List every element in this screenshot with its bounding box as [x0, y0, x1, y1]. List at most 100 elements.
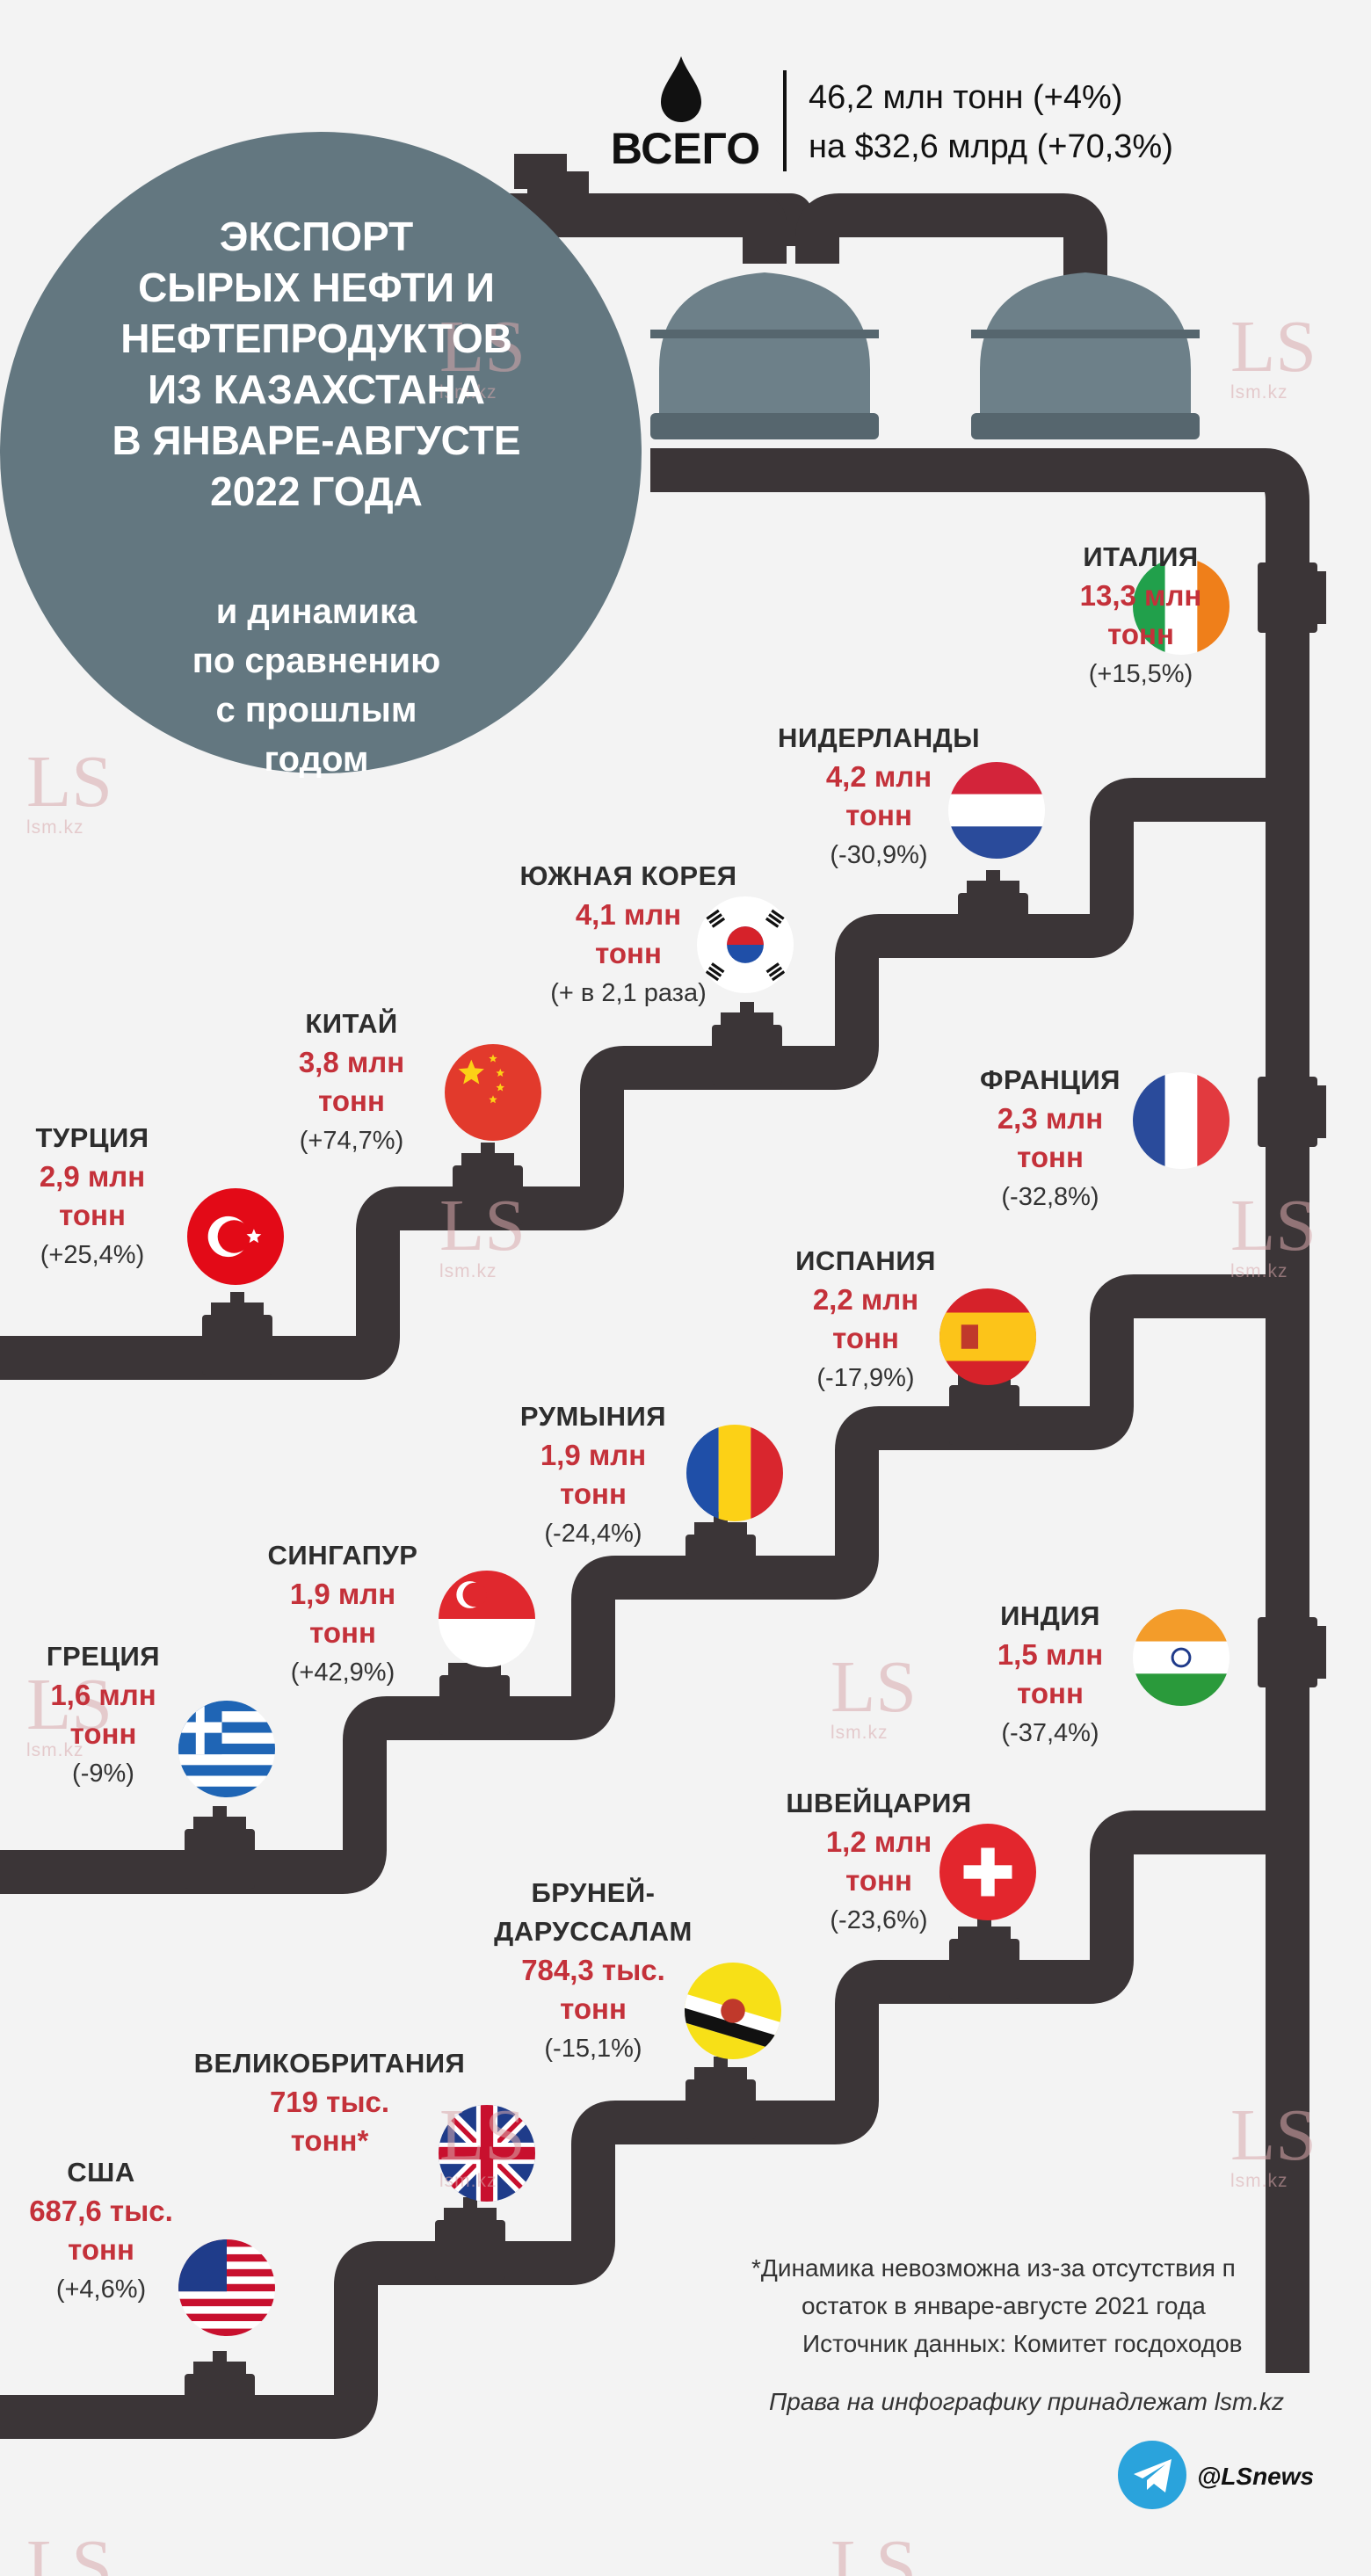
export-amount: 1,9 млн — [540, 1439, 647, 1471]
change-percent: (-23,6%) — [830, 1906, 928, 1934]
country-card-spain: ИСПАНИЯ 2,2 млн тонн (-17,9%) — [756, 1242, 976, 1398]
subtitle-line: по сравнению — [192, 642, 441, 680]
pipe-valve — [1258, 1077, 1326, 1147]
flag-china-icon — [445, 1044, 541, 1141]
pipe-valve — [202, 1292, 272, 1375]
page-subtitle: и динамика по сравнению с прошлым годом — [123, 587, 510, 784]
country-card-brunei: БРУНЕЙ- ДАРУССАЛАМ 784,3 тыс. тонн (-15,1%) — [479, 1874, 707, 2069]
export-amount: 2,3 млн — [997, 1102, 1104, 1135]
oil-tank — [650, 272, 879, 439]
flag-usa-icon — [178, 2239, 275, 2336]
flag-italy-icon — [1133, 558, 1230, 655]
watermark-text: LS — [439, 306, 526, 388]
country-name: ИТАЛИЯ — [1083, 541, 1199, 572]
watermark-text: LS — [1230, 2094, 1317, 2176]
title-circle — [0, 132, 642, 773]
export-amount: 1,9 млн — [289, 1578, 396, 1610]
telegram-icon[interactable] — [1118, 2441, 1186, 2509]
watermark-text: LS — [831, 2525, 918, 2576]
export-amount: тонн — [832, 1322, 899, 1354]
change-percent: (-17,9%) — [816, 1364, 915, 1392]
export-amount: тонн — [595, 937, 662, 969]
export-amount: 4,1 млн — [575, 898, 682, 931]
country-card-usa: США 687,6 тыс. тонн (+4,6%) — [0, 2153, 202, 2310]
flag-united-kingdom-icon — [439, 2105, 535, 2202]
export-amount: 13,3 млн — [1079, 579, 1202, 612]
country-name: ФРАНЦИЯ — [980, 1064, 1121, 1095]
subtitle-line: с прошлым — [215, 691, 417, 729]
country-name: ДАРУССАЛАМ — [494, 1916, 693, 1947]
change-percent: (-37,4%) — [1001, 1719, 1099, 1747]
country-name: РУМЫНИЯ — [519, 1401, 667, 1432]
subtitle-line: и динамика — [215, 592, 417, 631]
country-card-singapore: СИНГАПУР 1,9 млн тонн (+42,9%) — [250, 1536, 435, 1693]
telegram-handle[interactable]: @LSnews — [1197, 2463, 1315, 2490]
watermark-site: lsm.kz — [1230, 1261, 1288, 1281]
country-name: КИТАЙ — [305, 1008, 398, 1039]
pipe-valve — [453, 1143, 523, 1225]
pipe-valve — [1258, 562, 1326, 633]
pipe-valve — [686, 2057, 756, 2139]
total-volume: 46,2 млн тонн (+4%) — [809, 79, 1123, 116]
export-amount: 1,6 млн — [50, 1679, 156, 1711]
pipe-valve — [1258, 1617, 1326, 1687]
country-card-switzerland: ШВЕЙЦАРИЯ 1,2 млн тонн (-23,6%) — [747, 1784, 1011, 1941]
flag-turkey-icon — [187, 1188, 284, 1285]
watermark-site: lsm.kz — [439, 1261, 497, 1281]
oil-tank — [971, 272, 1200, 439]
watermark-text: LS — [439, 2094, 526, 2176]
export-amount: тонн — [68, 2233, 134, 2266]
export-amount: тонн — [318, 1085, 385, 1117]
export-amount: 4,2 млн — [825, 760, 932, 793]
export-amount: тонн* — [290, 2124, 369, 2157]
export-amount: 1,5 млн — [997, 1638, 1104, 1671]
pipe-valve — [435, 2197, 505, 2280]
export-amount: тонн — [1017, 1141, 1084, 1173]
country-name: ИСПАНИЯ — [795, 1245, 936, 1276]
title-line: СЫРЫХ НЕФТИ И — [138, 265, 495, 310]
export-amount: тонн — [560, 1992, 627, 2025]
flag-spain-icon — [939, 1288, 1036, 1385]
pipe-valve — [686, 1512, 756, 1594]
country-name: ТУРЦИЯ — [35, 1122, 149, 1153]
watermark-site: lsm.kz — [1230, 2171, 1288, 2191]
country-card-india: ИНДИЯ 1,5 млн тонн (-37,4%) — [949, 1597, 1151, 1753]
pipe-valve — [958, 870, 1028, 953]
export-amount: 687,6 тыс. — [29, 2195, 173, 2227]
flag-south-korea-icon — [697, 896, 794, 993]
watermark-text: LS — [1230, 306, 1317, 388]
change-percent: (-32,8%) — [1001, 1183, 1099, 1211]
title-line: 2022 ГОДА — [210, 468, 423, 514]
flag-singapore-icon — [439, 1571, 535, 1667]
flag-switzerland-icon — [939, 1824, 1036, 1920]
country-card-greece: ГРЕЦИЯ 1,6 млн тонн (-9%) — [0, 1637, 207, 1794]
country-card-china: КИТАЙ 3,8 млн тонн (+74,7%) — [264, 1005, 439, 1161]
pipe-segment — [334, 193, 814, 246]
change-percent: (+74,7%) — [299, 1127, 404, 1155]
change-percent: (-9%) — [72, 1760, 134, 1788]
export-amount: 3,8 млн — [298, 1046, 405, 1078]
watermark-text: LS — [1230, 1185, 1317, 1266]
export-amount: 1,2 млн — [825, 1825, 932, 1858]
export-amount: 2,2 млн — [812, 1283, 919, 1316]
change-percent: (+42,9%) — [290, 1658, 395, 1687]
pipe-valve — [185, 2351, 255, 2434]
country-card-italy: ИТАЛИЯ 13,3 млн тонн (+15,5%) — [1035, 538, 1246, 694]
flags — [178, 558, 1230, 2336]
country-name: ШВЕЙЦАРИЯ — [786, 1788, 972, 1818]
watermark-text: LS — [831, 1646, 918, 1728]
flag-brunei-icon — [685, 1963, 781, 2059]
pipeline — [0, 154, 1326, 2439]
storage-tanks — [650, 272, 1200, 439]
country-card-united-kingdom: ВЕЛИКОБРИТАНИЯ 719 тыс. тонн* — [189, 2044, 470, 2160]
watermark-site: lsm.kz — [26, 1740, 84, 1760]
